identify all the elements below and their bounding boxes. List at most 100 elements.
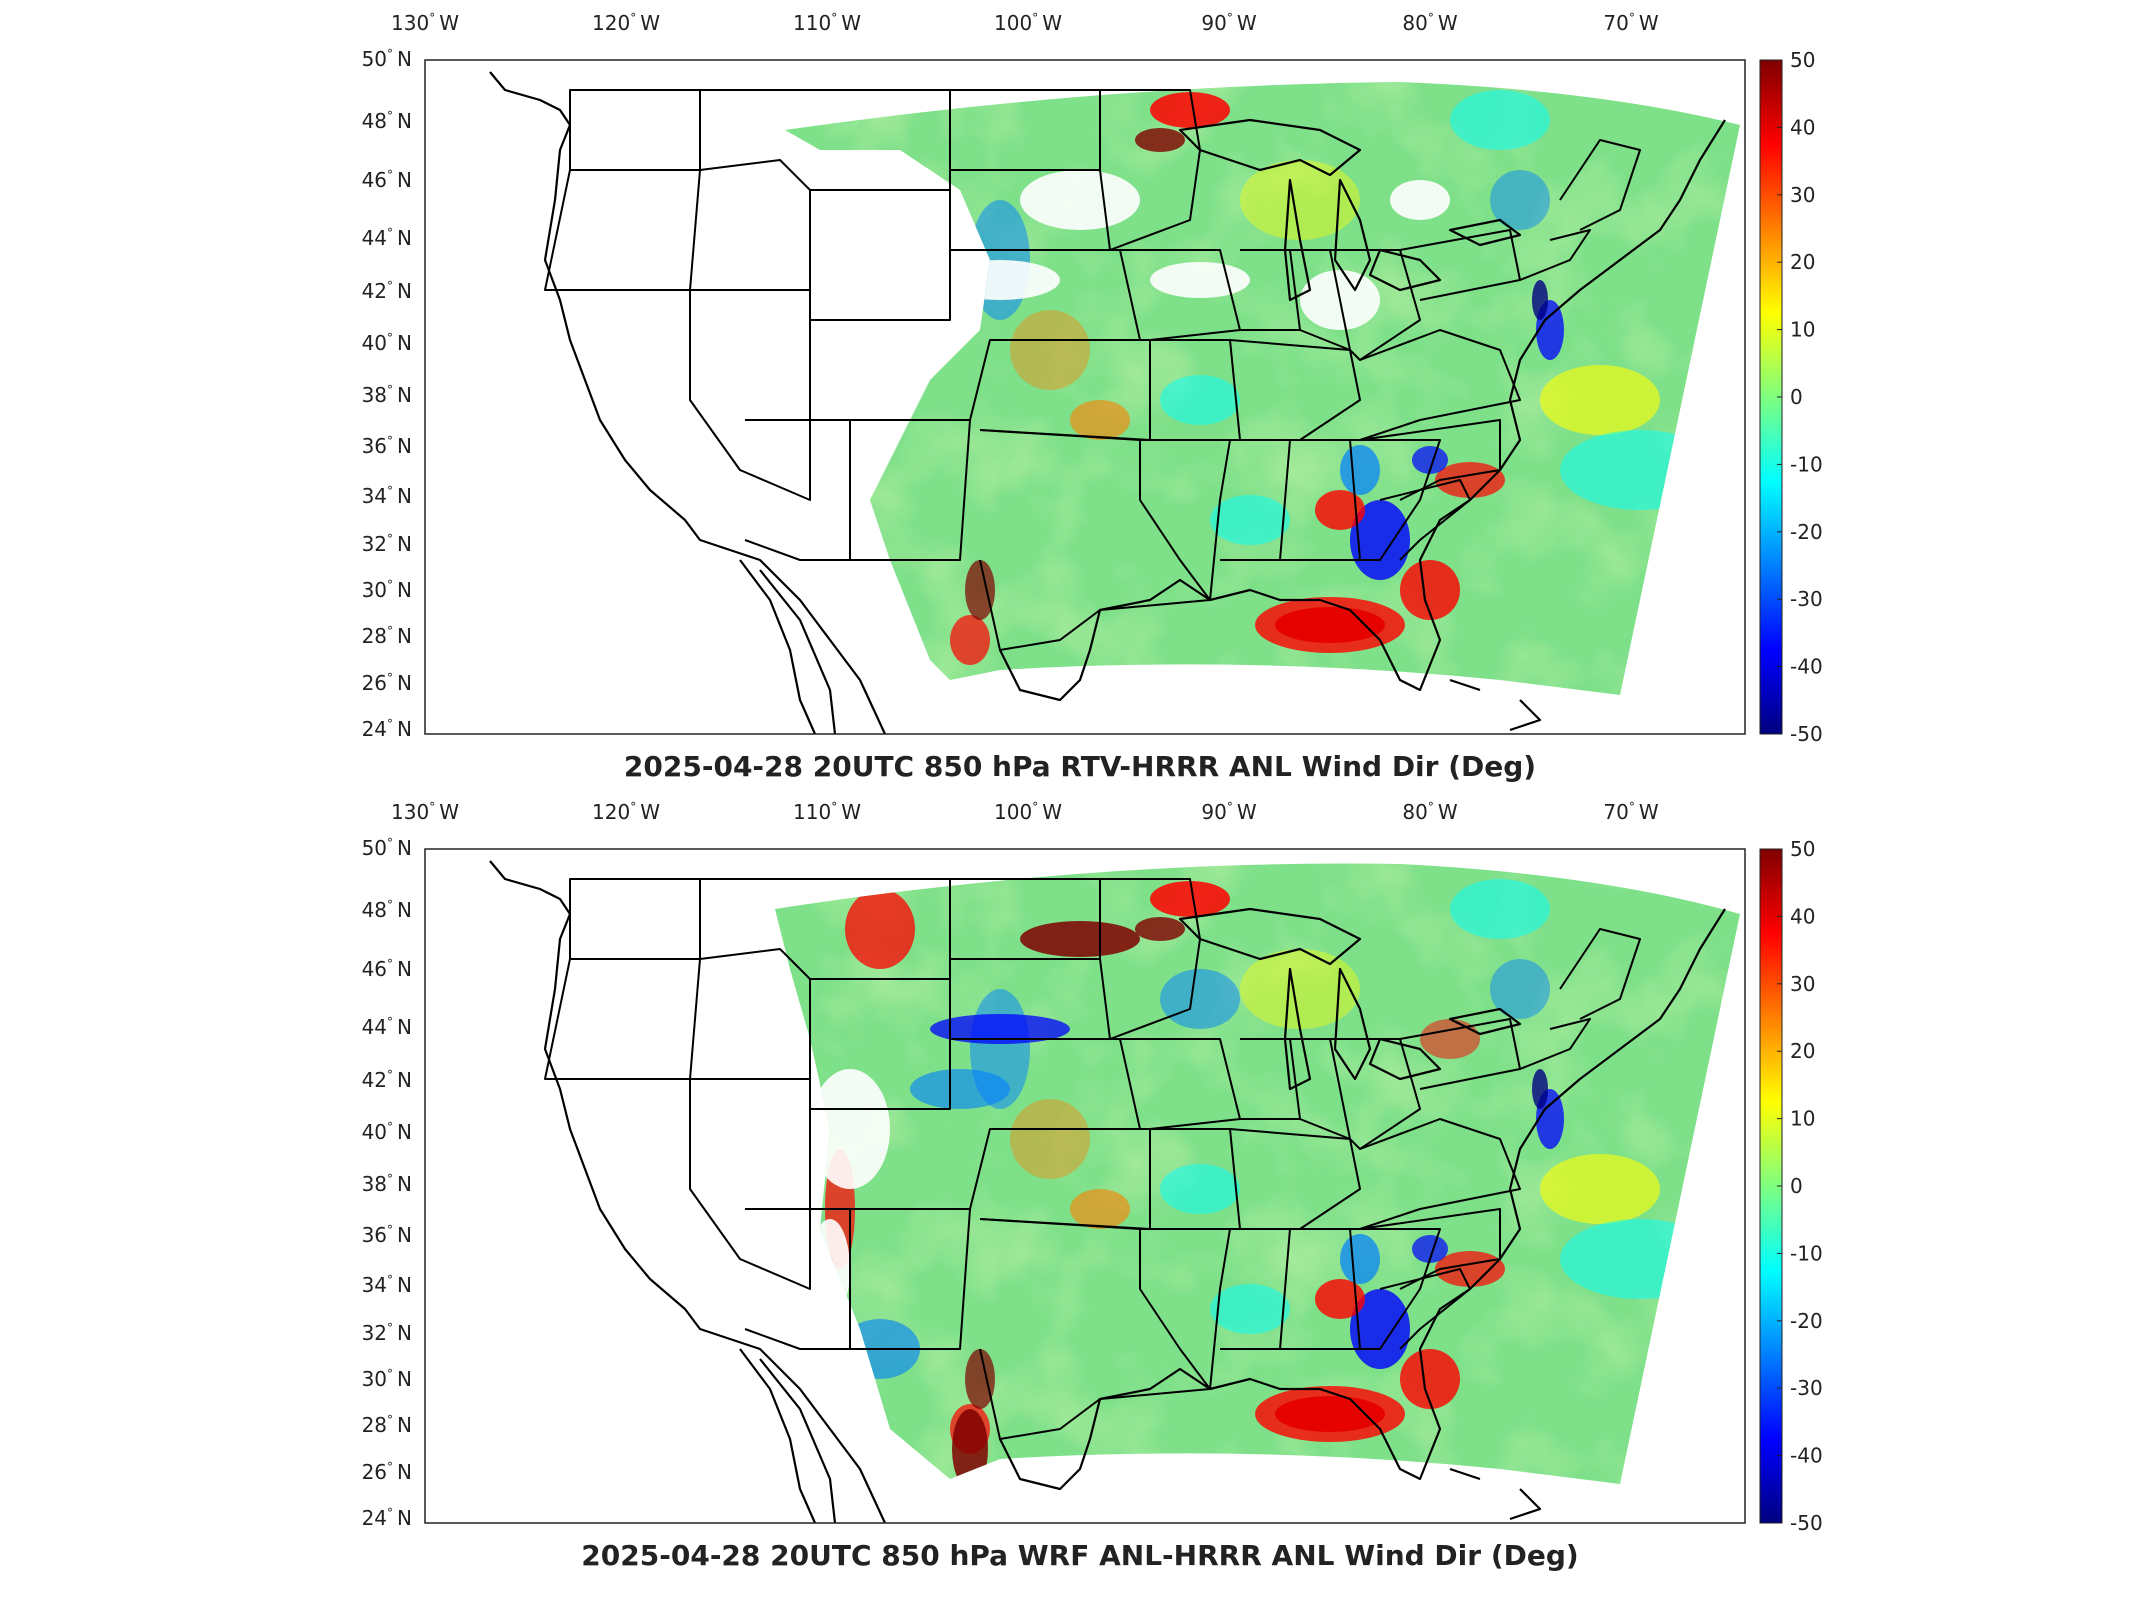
anomaly-patch (910, 1069, 1010, 1109)
latitude-tick-label: 40° N (362, 331, 412, 355)
latitude-tick-label: 38° N (362, 1172, 412, 1196)
anomaly-patch (1400, 560, 1460, 620)
state-boundary (1280, 439, 1361, 561)
anomaly-patch (1435, 1251, 1505, 1287)
state-boundary (850, 419, 971, 561)
anomaly-patch (950, 615, 990, 665)
anomaly-patch (845, 889, 915, 969)
latitude-tick-label: 36° N (362, 434, 412, 458)
map-frame (424, 59, 1746, 735)
colorbar-tick-label: 10 (1790, 1107, 1815, 1131)
baja-coastline (739, 1348, 837, 1524)
anomaly-patch (1490, 959, 1550, 1019)
anomaly-patch (1532, 1069, 1548, 1109)
state-boundary (744, 419, 851, 561)
state-boundary (544, 958, 701, 1080)
colorbar-tick-label: -10 (1790, 1241, 1823, 1265)
anomaly-patch (1070, 1189, 1130, 1229)
latitude-tick-label: 24° N (362, 717, 412, 741)
anomaly-patch (1490, 170, 1550, 230)
longitude-axis: 130° W 120° W 110° W 100° W 90° W 80° W 70° W (391, 800, 1659, 824)
state-boundary (1359, 1208, 1501, 1290)
longitude-tick-label: 90° W (1201, 800, 1256, 824)
longitude-tick-label: 80° W (1402, 11, 1457, 35)
longitude-tick-label: 120° W (592, 11, 660, 35)
colorbar-tick-label: -40 (1790, 1444, 1823, 1468)
anomaly-patch (965, 1349, 995, 1409)
state-boundary (1110, 1038, 1241, 1130)
longitude-tick-label: 90° W (1201, 11, 1256, 35)
state-boundary (544, 169, 701, 291)
latitude-tick-label: 38° N (362, 383, 412, 407)
longitude-tick-label: 80° W (1402, 800, 1457, 824)
colorbar-tick-label: 20 (1790, 250, 1815, 274)
colorbar-tick-label: 40 (1790, 115, 1815, 139)
panel-title: 2025-04-28 20UTC 850 hPa WRF ANL-HRRR AN… (581, 1539, 1578, 1572)
anomaly-patch (1160, 969, 1240, 1029)
anomaly-patch (1240, 160, 1360, 240)
state-boundary (1100, 878, 1201, 1040)
anomaly-patch (1560, 430, 1720, 510)
missing-data-patch (810, 1069, 890, 1189)
anomaly-patch (1315, 490, 1365, 530)
anomaly-patch (965, 560, 995, 620)
state-boundary (809, 978, 951, 1110)
anomaly-patch (1255, 597, 1405, 653)
state-boundary (1280, 1228, 1361, 1350)
latitude-tick-label: 40° N (362, 1120, 412, 1144)
colorbar-tick-label: -50 (1790, 1511, 1823, 1535)
missing-data-patch (1020, 170, 1140, 230)
anomaly-patch (1020, 921, 1140, 957)
longitude-tick-label: 130° W (391, 11, 459, 35)
latitude-axis: 50° N 48° N 46° N 44° N 42° N 40° N 38° N 36° N 34° N 32° N… (362, 836, 412, 1530)
latitude-tick-label: 32° N (362, 1321, 412, 1345)
anomaly-patch (952, 1409, 988, 1484)
longitude-tick-label: 110° W (793, 11, 861, 35)
colorbar-tick-label: 0 (1790, 1174, 1803, 1198)
state-boundary (1519, 229, 1591, 281)
west-coastline (489, 860, 886, 1524)
anomaly-patch (930, 1014, 1070, 1044)
missing-data-patch (810, 1219, 850, 1319)
state-boundary (1110, 249, 1241, 341)
anomaly-patch (1255, 1386, 1405, 1442)
colorbar-tick-label: 50 (1790, 837, 1815, 861)
state-boundary (1240, 249, 1301, 331)
latitude-tick-label: 50° N (362, 836, 412, 860)
anomaly-patch (1240, 949, 1360, 1029)
latitude-tick-label: 28° N (362, 1413, 412, 1437)
state-boundaries (489, 71, 1726, 735)
anomaly-patch (1435, 462, 1505, 498)
latitude-tick-label: 42° N (362, 1068, 412, 1092)
anomaly-patch (1135, 128, 1185, 152)
latitude-tick-label: 24° N (362, 1506, 412, 1530)
state-boundaries (489, 860, 1726, 1524)
colorbar-tick-label: -30 (1790, 587, 1823, 611)
anomaly-patch (1540, 365, 1660, 435)
anomaly-patch (1560, 1219, 1720, 1299)
anomaly-patch (1412, 1235, 1448, 1263)
longitude-axis: 130° W 120° W 110° W 100° W 90° W 80° W 70° W (391, 11, 1659, 35)
anomaly-patch (1070, 400, 1130, 440)
great-lakes (1178, 907, 1522, 1091)
colorbar-tick-label: -20 (1790, 520, 1823, 544)
latitude-tick-label: 48° N (362, 898, 412, 922)
anomaly-patch (1210, 1284, 1290, 1334)
colorbar-tick-label: -20 (1790, 1309, 1823, 1333)
colorbar-tick-label: -40 (1790, 655, 1823, 679)
colorbar-tick-label: -30 (1790, 1376, 1823, 1400)
latitude-tick-label: 44° N (362, 226, 412, 250)
longitude-tick-label: 110° W (793, 800, 861, 824)
anomaly-patch (1420, 1019, 1480, 1059)
state-boundary (1399, 1018, 1521, 1090)
state-boundary (1359, 329, 1521, 441)
latitude-tick-label: 50° N (362, 47, 412, 71)
anomaly-patch (1450, 90, 1550, 150)
state-boundary (1559, 928, 1641, 1020)
colorbar-tick-label: 10 (1790, 318, 1815, 342)
caribbean-islands (1449, 1467, 1542, 1521)
state-boundary (1229, 339, 1361, 441)
anomaly-patch (1010, 1099, 1090, 1179)
state-boundary (1290, 1038, 1351, 1140)
